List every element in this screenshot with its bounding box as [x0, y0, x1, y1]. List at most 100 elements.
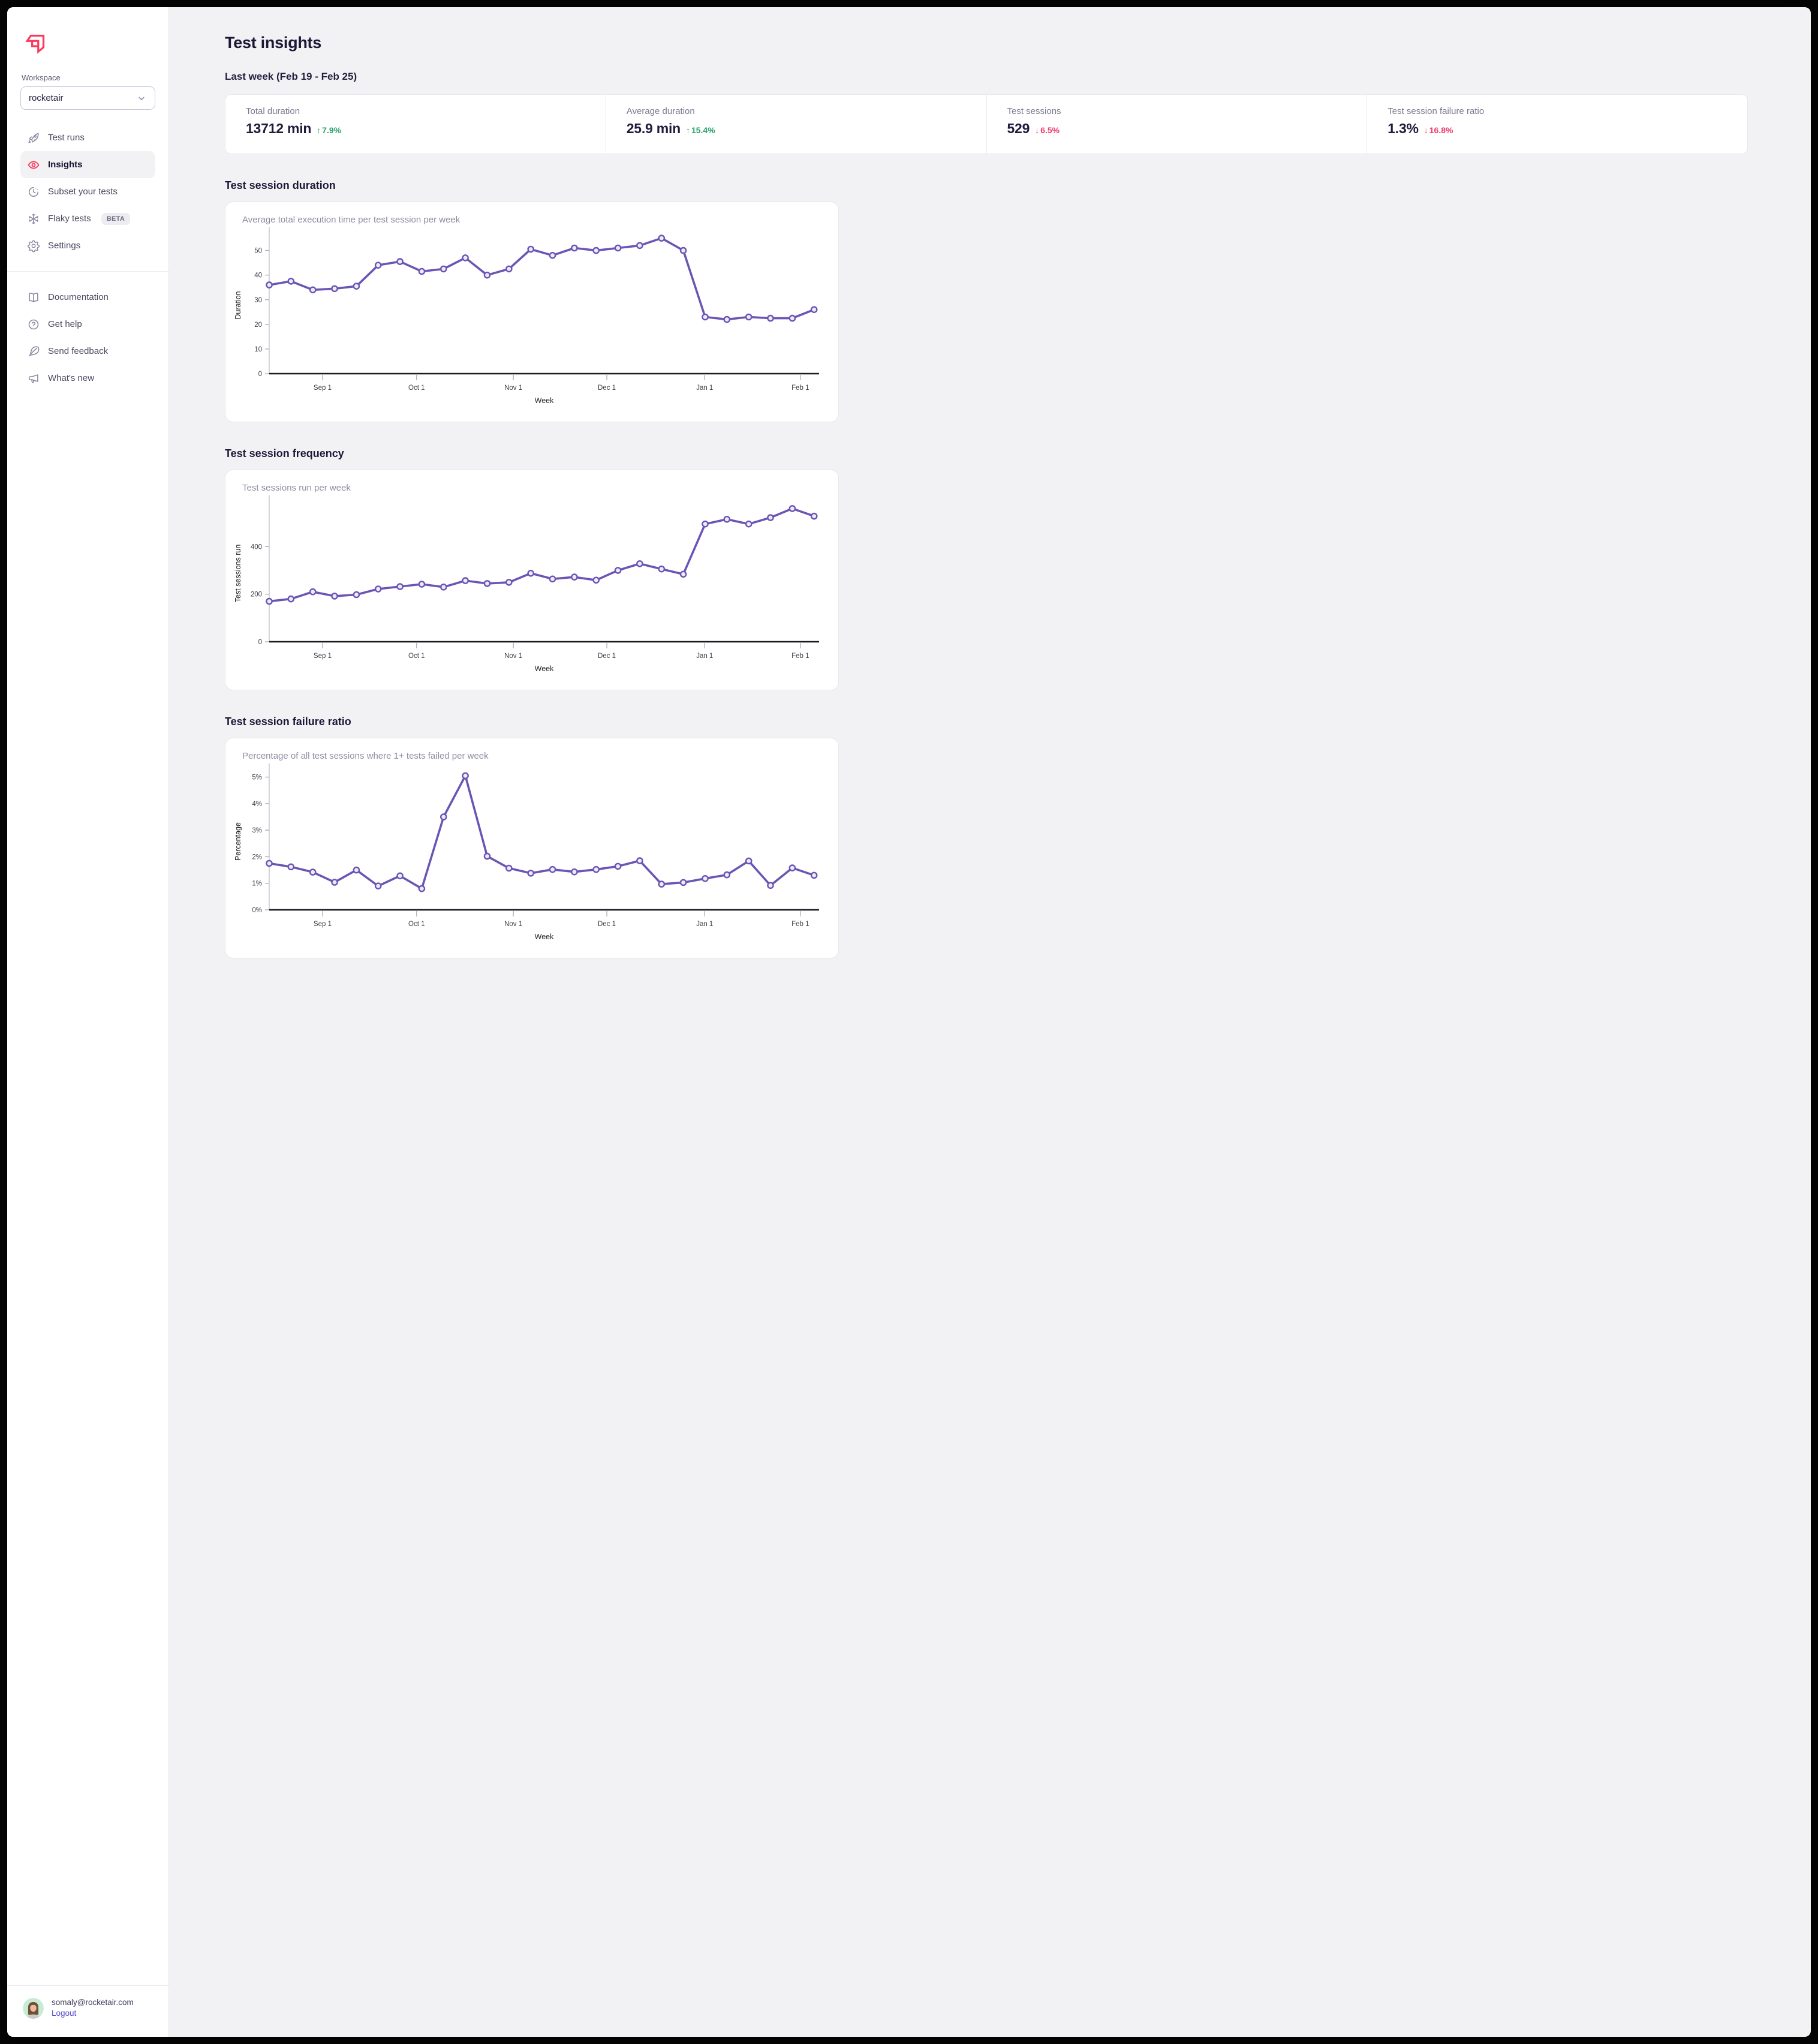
- sidebar-divider: [7, 271, 168, 272]
- sidebar-item-label: Documentation: [48, 292, 109, 302]
- stat-label: Test session failure ratio: [1387, 106, 1485, 116]
- svg-text:Sep 1: Sep 1: [314, 384, 332, 392]
- svg-text:2%: 2%: [252, 853, 262, 861]
- svg-text:Duration: Duration: [234, 291, 242, 319]
- svg-text:Feb 1: Feb 1: [791, 384, 809, 392]
- svg-text:Nov 1: Nov 1: [504, 653, 522, 660]
- workspace-select[interactable]: rocketair: [20, 86, 155, 110]
- svg-text:4%: 4%: [252, 801, 262, 808]
- svg-text:Feb 1: Feb 1: [791, 653, 809, 660]
- svg-text:Jan 1: Jan 1: [696, 384, 713, 392]
- sidebar-item-label: Get help: [48, 319, 82, 329]
- svg-text:Dec 1: Dec 1: [598, 653, 616, 660]
- frequency-line-chart: 0 200 400 Sep 1 Oct 1 Nov 1 Dec 1 Jan 1 Feb 1 Wee…: [234, 495, 819, 673]
- eye-icon: [27, 158, 40, 172]
- period-heading: Last week (Feb 19 - Feb 25): [225, 71, 357, 82]
- sidebar-item-label: Insights: [48, 160, 83, 170]
- sidebar-item-settings[interactable]: Settings: [20, 232, 155, 259]
- primary-nav: Test runs Insights: [20, 124, 155, 259]
- svg-text:40: 40: [254, 272, 262, 279]
- svg-text:1%: 1%: [252, 880, 262, 888]
- stat-average-duration: Average duration 25.9 min ↑ 15.4%: [605, 95, 986, 154]
- stat-value: 13712 min: [246, 121, 312, 136]
- stat-label: Average duration: [626, 106, 695, 116]
- failure-ratio-chart-card: Percentage of all test sessions where 1+…: [225, 738, 839, 958]
- svg-text:Nov 1: Nov 1: [504, 384, 522, 392]
- chart-subtitle: Percentage of all test sessions where 1+…: [242, 751, 489, 761]
- arrow-up-icon: ↑: [685, 125, 690, 135]
- sidebar-item-label: Flaky tests: [48, 214, 91, 224]
- svg-text:50: 50: [254, 248, 262, 255]
- stats-row: Total duration 13712 min ↑ 7.9% Average d…: [225, 94, 1748, 154]
- stat-delta: ↓ 6.5%: [1035, 125, 1060, 135]
- sidebar-item-insights[interactable]: Insights: [20, 151, 155, 178]
- svg-text:5%: 5%: [252, 774, 262, 781]
- svg-text:Percentage: Percentage: [234, 822, 242, 861]
- chart-subtitle: Test sessions run per week: [242, 483, 351, 493]
- sidebar-item-documentation[interactable]: Documentation: [20, 284, 155, 311]
- stat-value: 25.9 min: [626, 121, 681, 136]
- sidebar-divider: [7, 1985, 168, 1986]
- gear-icon: [27, 239, 40, 253]
- svg-text:200: 200: [251, 591, 262, 599]
- svg-text:0%: 0%: [252, 907, 262, 914]
- svg-text:Dec 1: Dec 1: [598, 921, 616, 928]
- svg-text:20: 20: [254, 321, 262, 329]
- arrow-down-icon: ↓: [1035, 125, 1040, 135]
- logout-link[interactable]: Logout: [52, 2009, 77, 2018]
- section-title-duration: Test session duration: [225, 179, 336, 191]
- app-window: Workspace rocketair Test runs: [7, 7, 1811, 2037]
- svg-text:Week: Week: [535, 933, 554, 941]
- stat-delta: ↑ 7.9%: [317, 125, 342, 135]
- sidebar-item-test-runs[interactable]: Test runs: [20, 124, 155, 151]
- svg-text:30: 30: [254, 297, 262, 304]
- sidebar-item-label: Settings: [48, 241, 81, 251]
- sidebar-item-subset-your-tests[interactable]: Subset your tests: [20, 178, 155, 205]
- svg-text:Jan 1: Jan 1: [696, 653, 713, 660]
- svg-text:Oct 1: Oct 1: [408, 653, 425, 660]
- svg-text:Jan 1: Jan 1: [696, 921, 713, 928]
- svg-text:Oct 1: Oct 1: [408, 921, 425, 928]
- user-section: somaly@rocketair.com Logout: [20, 1995, 155, 2024]
- sidebar: Workspace rocketair Test runs: [7, 7, 169, 2037]
- svg-text:0: 0: [258, 371, 262, 378]
- sidebar-item-get-help[interactable]: Get help: [20, 311, 155, 338]
- stat-delta: ↓ 16.8%: [1423, 125, 1453, 135]
- svg-text:Test sessions run: Test sessions run: [234, 545, 242, 603]
- stat-value: 529: [1007, 121, 1030, 136]
- failure-ratio-line-chart: 0% 1% 2% 3% 4% 5% Sep 1 Oct 1 Nov 1 Dec 1 Jan 1 Feb…: [234, 764, 819, 941]
- svg-text:Sep 1: Sep 1: [314, 653, 332, 660]
- stat-delta: ↑ 15.4%: [685, 125, 715, 135]
- sidebar-item-label: Subset your tests: [48, 187, 118, 197]
- rocketair-logo-icon: [25, 34, 45, 54]
- sidebar-item-send-feedback[interactable]: Send feedback: [20, 338, 155, 365]
- page-title: Test insights: [225, 34, 322, 52]
- section-title-frequency: Test session frequency: [225, 447, 344, 459]
- secondary-nav: Documentation Get help: [20, 284, 155, 392]
- avatar: [23, 1998, 44, 2019]
- sidebar-item-whats-new[interactable]: What's new: [20, 365, 155, 392]
- workspace-label: Workspace: [22, 73, 61, 82]
- beta-badge: BETA: [101, 212, 131, 225]
- duration-line-chart: 0 10 20 30 40 50 Sep 1 Oct 1 Nov 1 Dec 1 Jan 1 Feb …: [234, 227, 819, 405]
- main-content: Test insights Last week (Feb 19 - Feb 25…: [169, 7, 1811, 2037]
- rocket-icon: [27, 131, 40, 145]
- svg-text:Nov 1: Nov 1: [504, 921, 522, 928]
- section-title-failure-ratio: Test session failure ratio: [225, 716, 351, 728]
- megaphone-icon: [27, 372, 40, 385]
- svg-text:400: 400: [251, 543, 262, 551]
- help-icon: [27, 318, 40, 331]
- chart-subtitle: Average total execution time per test se…: [242, 215, 460, 225]
- sidebar-item-flaky-tests[interactable]: Flaky tests BETA: [20, 205, 155, 232]
- svg-text:0: 0: [258, 639, 262, 646]
- sidebar-item-label: Send feedback: [48, 346, 109, 356]
- stat-total-duration: Total duration 13712 min ↑ 7.9%: [225, 95, 606, 154]
- stat-test-sessions: Test sessions 529 ↓ 6.5%: [986, 95, 1367, 154]
- arrow-up-icon: ↑: [317, 125, 321, 135]
- stat-failure-ratio: Test session failure ratio 1.3% ↓ 16.8%: [1366, 95, 1747, 154]
- frequency-chart-card: Test sessions run per week 0 200 400 Sep 1 O…: [225, 470, 839, 690]
- book-icon: [27, 291, 40, 304]
- sidebar-item-label: What's new: [48, 373, 95, 383]
- svg-text:Dec 1: Dec 1: [598, 384, 616, 392]
- duration-chart-card: Average total execution time per test se…: [225, 202, 839, 422]
